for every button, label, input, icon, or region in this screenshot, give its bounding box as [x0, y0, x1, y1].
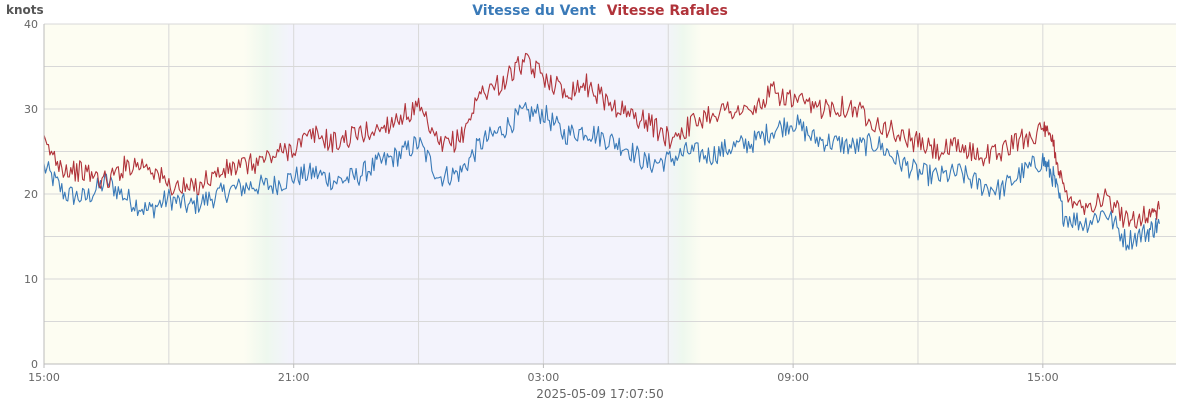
x-tick-label-4: 15:00	[1027, 371, 1059, 384]
title-series-gusts[interactable]: Vitesse Rafales	[607, 3, 728, 19]
x-tick-label-0: 15:00	[28, 371, 60, 384]
timestamp-footer: 2025-05-09 17:07:50	[536, 387, 663, 400]
x-tick-label-3: 09:00	[777, 371, 809, 384]
y-tick-label-20: 20	[24, 188, 38, 201]
title-series-wind[interactable]: Vitesse du Vent	[472, 3, 596, 19]
series-line-gusts	[43, 52, 1160, 229]
y-tick-label-0: 0	[31, 358, 38, 371]
y-tick-label-40: 40	[24, 18, 38, 31]
y-tick-label-30: 30	[24, 103, 38, 116]
x-tick-label-2: 03:00	[528, 371, 560, 384]
series-group	[43, 52, 1160, 251]
chart-title: Vitesse du Vent Vitesse Rafales	[472, 3, 728, 19]
y-tick-label-10: 10	[24, 273, 38, 286]
y-axis-label: knots	[6, 3, 44, 17]
series-line-wind	[43, 102, 1160, 251]
x-tick-label-1: 21:00	[278, 371, 310, 384]
axes: 0 10 20 30 40 15:00 21:00 03:00 09:00 15:00	[24, 18, 1176, 384]
